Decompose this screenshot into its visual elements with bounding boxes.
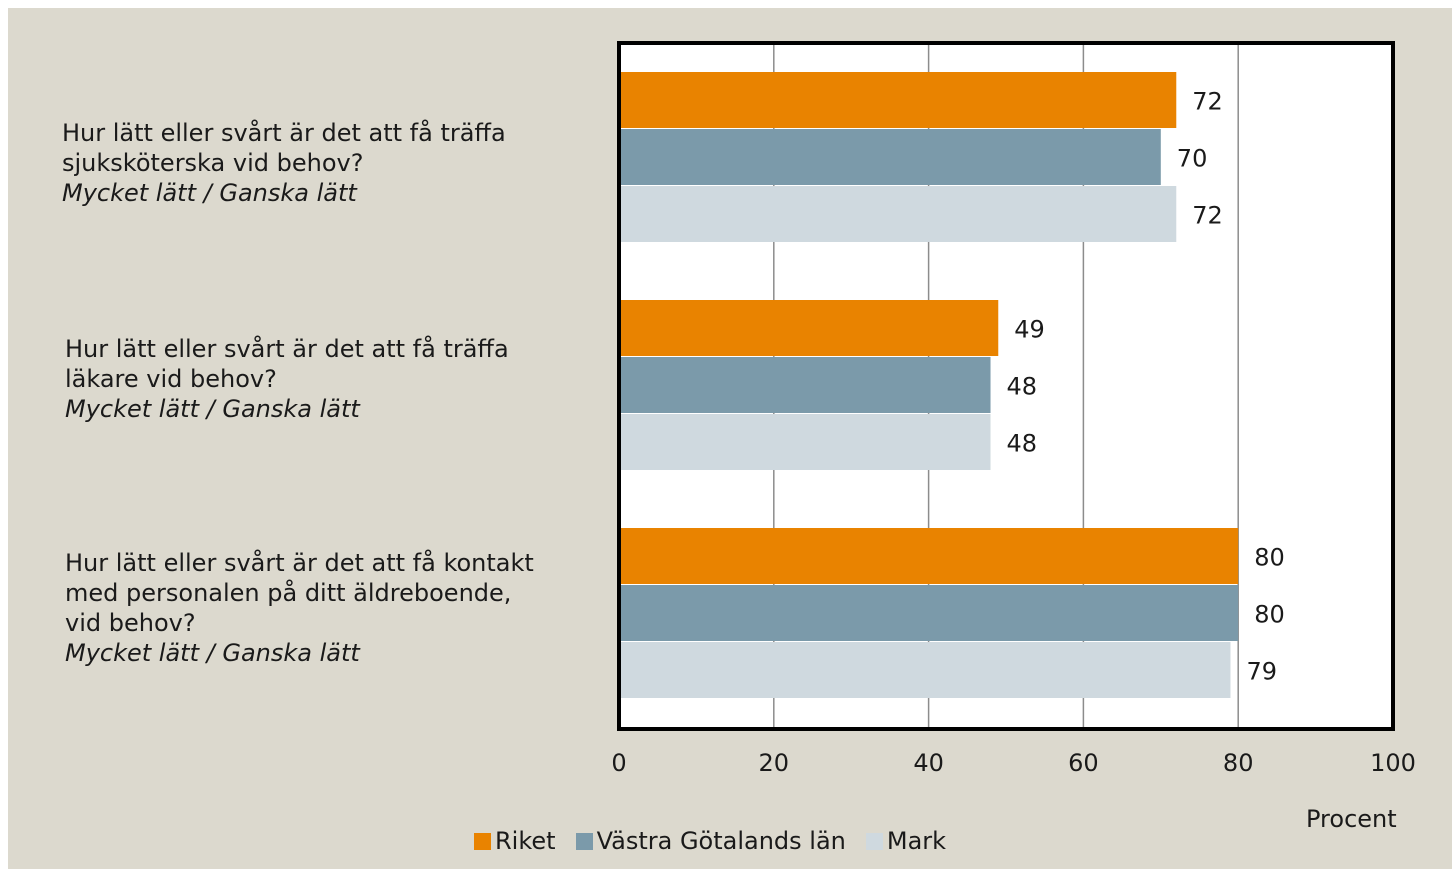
data-label-3-3: 79 bbox=[1246, 658, 1277, 686]
legend-label-vastra-gotalands-lan: Västra Götalands län bbox=[596, 827, 846, 855]
legend-label-mark: Mark bbox=[886, 827, 947, 855]
x-tick-label-40: 40 bbox=[913, 749, 944, 777]
bar-1-1 bbox=[619, 72, 1177, 128]
data-label-3-1: 72 bbox=[1192, 202, 1223, 230]
category-question-2-line-1: Hur lätt eller svårt är det att få träff… bbox=[65, 335, 509, 363]
category-label-1: Hur lätt eller svårt är det att få träff… bbox=[62, 118, 506, 208]
bar-3-1 bbox=[619, 186, 1177, 242]
category-question-2-line-2: läkare vid behov? bbox=[65, 365, 277, 393]
x-tick-label-0: 0 bbox=[611, 749, 626, 777]
data-label-2-2: 48 bbox=[1007, 373, 1038, 401]
plot-border bbox=[617, 41, 1395, 731]
chart-panel: 72 49 80 70 48 80 72 48 79 0 20 40 60 80 100 Hur lätt … bbox=[8, 8, 1452, 869]
x-tick-label-60: 60 bbox=[1068, 749, 1099, 777]
legend-label-riket: Riket bbox=[495, 827, 556, 855]
category-label-2: Hur lätt eller svårt är det att få träff… bbox=[65, 334, 509, 424]
legend: Riket Västra Götalands län Mark bbox=[474, 826, 966, 856]
category-question-1-line-1: Hur lätt eller svårt är det att få träff… bbox=[62, 119, 506, 147]
category-label-3: Hur lätt eller svårt är det att få konta… bbox=[65, 548, 534, 668]
legend-item-riket: Riket bbox=[474, 826, 556, 856]
bar-1-3 bbox=[619, 528, 1239, 584]
legend-swatch-mark bbox=[865, 832, 883, 850]
data-label-3-2: 48 bbox=[1007, 430, 1038, 458]
bar-1-2 bbox=[619, 300, 999, 356]
legend-item-mark: Mark bbox=[865, 826, 947, 856]
data-label-1-3: 80 bbox=[1254, 544, 1285, 572]
bar-2-3 bbox=[619, 585, 1239, 641]
legend-swatch-riket bbox=[474, 832, 491, 850]
bar-chart: 72 49 80 70 48 80 72 48 79 0 20 40 60 80 100 bbox=[611, 41, 1416, 777]
category-answer-3: Mycket lätt / Ganska lätt bbox=[65, 639, 360, 667]
x-axis-label: Procent bbox=[1306, 805, 1397, 833]
category-answer-1: Mycket lätt / Ganska lätt bbox=[62, 179, 357, 207]
bar-3-2 bbox=[619, 414, 991, 470]
data-label-1-1: 72 bbox=[1192, 88, 1223, 116]
x-tick-label-80: 80 bbox=[1223, 749, 1254, 777]
category-question-3-line-2: med personalen på ditt äldreboende, bbox=[65, 579, 512, 607]
bar-2-2 bbox=[619, 357, 991, 413]
category-question-3-line-1: Hur lätt eller svårt är det att få konta… bbox=[65, 549, 534, 577]
legend-swatch-vastra-gotalands-lan bbox=[575, 832, 593, 850]
data-label-2-1: 70 bbox=[1177, 145, 1208, 173]
x-tick-label-100: 100 bbox=[1370, 749, 1416, 777]
bar-2-1 bbox=[619, 129, 1161, 185]
category-question-3-line-3: vid behov? bbox=[65, 609, 196, 637]
data-label-1-2: 49 bbox=[1014, 316, 1045, 344]
bar-3-3 bbox=[619, 642, 1231, 698]
x-tick-label-20: 20 bbox=[759, 749, 790, 777]
data-label-2-3: 80 bbox=[1254, 601, 1285, 629]
legend-item-vastra-gotalands-lan: Västra Götalands län bbox=[575, 826, 846, 856]
category-answer-2: Mycket lätt / Ganska lätt bbox=[65, 395, 360, 423]
category-question-1-line-2: sjuksköterska vid behov? bbox=[62, 149, 364, 177]
